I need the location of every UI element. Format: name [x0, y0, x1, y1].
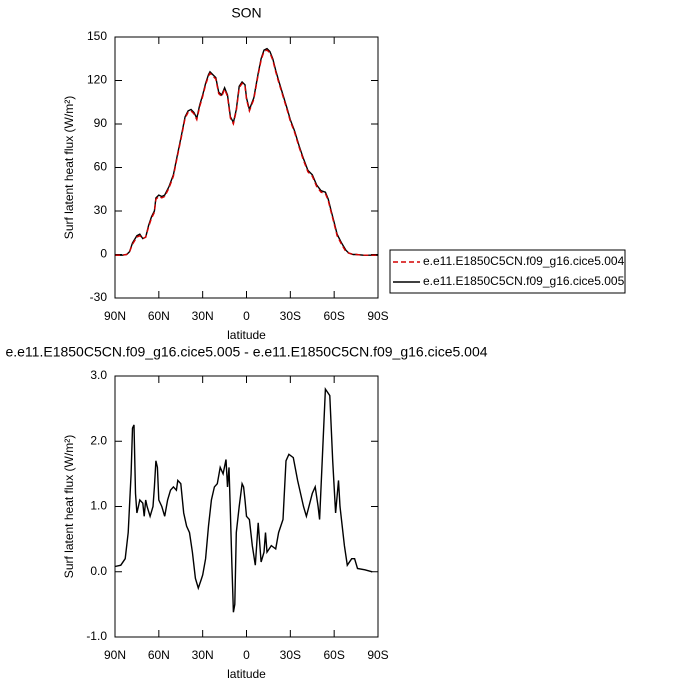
chart-title: e.e11.E1850C5CN.f09_g16.cice5.005 - e.e1…	[5, 344, 487, 360]
y-tick-label: 0.0	[90, 564, 107, 578]
y-tick-label: -30	[90, 290, 108, 304]
x-tick-label: 60N	[148, 309, 170, 323]
y-tick-label: 60	[94, 160, 108, 174]
y-tick-label: 150	[87, 29, 107, 43]
y-tick-label: -1.0	[86, 629, 107, 643]
data-line	[115, 49, 378, 256]
y-axis-label: Surf latent heat flux (W/m²)	[62, 435, 76, 578]
y-tick-label: 90	[94, 116, 108, 130]
y-tick-label: 120	[87, 73, 107, 87]
x-axis-label: latitude	[227, 667, 266, 681]
legend-box	[389, 249, 626, 294]
x-tick-label: 30S	[280, 309, 301, 323]
data-line	[114, 386, 373, 613]
x-tick-label: 0	[243, 309, 250, 323]
y-axis-label: Surf latent heat flux (W/m²)	[62, 96, 76, 239]
y-tick-label: 30	[94, 203, 108, 217]
chart-title: SON	[231, 5, 261, 21]
x-tick-label: 30S	[280, 648, 301, 662]
x-tick-label: 0	[243, 648, 250, 662]
x-tick-label: 60N	[148, 648, 170, 662]
x-tick-label: 90S	[367, 648, 388, 662]
x-tick-label: 90N	[104, 648, 126, 662]
x-axis-label: latitude	[227, 328, 266, 342]
x-tick-label: 30N	[192, 648, 214, 662]
legend-label: e.e11.E1850C5CN.f09_g16.cice5.005	[423, 274, 625, 288]
plot-frame	[114, 36, 379, 299]
plot-frame	[114, 375, 379, 638]
x-tick-label: 90S	[367, 309, 388, 323]
y-tick-label: 2.0	[90, 433, 107, 447]
x-tick-label: 60S	[323, 309, 344, 323]
x-tick-label: 90N	[104, 309, 126, 323]
legend-label: e.e11.E1850C5CN.f09_g16.cice5.004	[423, 254, 625, 268]
x-tick-label: 30N	[192, 309, 214, 323]
y-tick-label: 1.0	[90, 499, 107, 513]
data-line	[115, 47, 378, 256]
y-tick-label: 0	[100, 247, 107, 261]
x-tick-label: 60S	[323, 648, 344, 662]
y-tick-label: 3.0	[90, 368, 107, 382]
